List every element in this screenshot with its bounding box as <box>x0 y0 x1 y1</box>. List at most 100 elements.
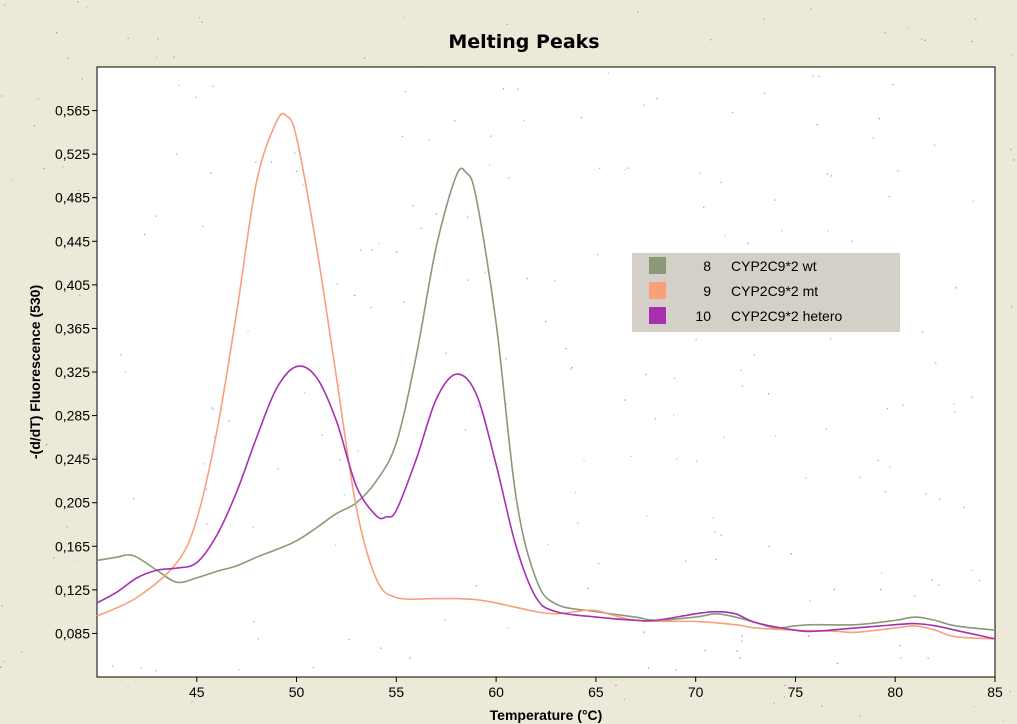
speckle-dot <box>747 242 749 244</box>
speckle-dot <box>673 377 676 379</box>
speckle-dot <box>884 491 887 493</box>
speckle-dot <box>598 562 600 565</box>
speckle-dot <box>712 517 714 519</box>
x-tick-label: 75 <box>788 684 804 700</box>
speckle-dot <box>878 118 880 120</box>
speckle-dot <box>695 338 697 341</box>
speckle-dot <box>302 184 304 186</box>
speckle-dot <box>178 84 180 86</box>
speckle-dot <box>902 404 904 406</box>
speckle-dot <box>489 164 491 166</box>
speckle-dot <box>238 669 240 671</box>
legend: 8 CYP2C9*2 wt 9 CYP2C9*2 mt 10 CYP2C9*2 heter… <box>632 253 900 332</box>
speckle-dot <box>155 215 157 217</box>
speckle-dot <box>900 657 902 659</box>
speckle-dot <box>685 560 687 562</box>
speckle-dot <box>127 686 129 689</box>
speckle-dot <box>55 32 58 34</box>
speckle-dot <box>354 294 356 296</box>
speckle-dot <box>927 657 929 659</box>
speckle-dot <box>205 488 207 490</box>
speckle-dot <box>201 21 203 23</box>
speckle-dot <box>571 366 573 369</box>
speckle-dot <box>955 287 957 289</box>
legend-swatch <box>649 307 666 324</box>
speckle-dot <box>784 684 786 686</box>
speckle-dot <box>78 189 80 191</box>
legend-swatch <box>649 257 666 274</box>
x-tick-label: 60 <box>488 684 504 700</box>
speckle-dot <box>623 698 626 701</box>
speckle-dot <box>203 463 205 465</box>
speckle-dot <box>615 684 617 686</box>
speckle-dot <box>360 249 362 251</box>
speckle-dot <box>210 172 212 174</box>
x-tick-label: 85 <box>987 684 1003 700</box>
speckle-dot <box>79 294 81 296</box>
speckle-dot <box>953 403 955 405</box>
speckle-dot <box>763 92 766 94</box>
speckle-dot <box>475 585 478 587</box>
speckle-dot <box>783 696 785 698</box>
speckle-dot <box>656 98 658 100</box>
speckle-dot <box>921 331 924 333</box>
speckle-dot <box>574 491 577 494</box>
y-tick-label: 0,325 <box>55 364 90 380</box>
speckle-dot <box>0 666 2 668</box>
speckle-dot <box>1009 690 1011 693</box>
speckle-dot <box>580 116 583 119</box>
speckle-dot <box>908 26 910 29</box>
y-tick-label: 0,405 <box>55 277 90 293</box>
speckle-dot <box>435 213 438 215</box>
speckle-dot <box>816 123 818 126</box>
speckle-dot <box>881 572 883 574</box>
speckle-dot <box>380 647 382 649</box>
speckle-dot <box>1010 148 1012 151</box>
speckle-dot <box>4 4 6 6</box>
speckle-dot <box>294 152 296 154</box>
speckle-dot <box>637 617 640 620</box>
speckle-dot <box>920 38 923 40</box>
speckle-dot <box>963 506 965 508</box>
y-tick-label: 0,565 <box>55 103 90 119</box>
speckle-dot <box>627 167 629 169</box>
speckle-dot <box>899 644 901 647</box>
speckle-dot <box>173 56 175 58</box>
speckle-dot <box>763 18 765 21</box>
speckle-dot <box>53 557 55 559</box>
legend-box <box>632 253 900 332</box>
speckle-dot <box>303 392 306 394</box>
speckle-dot <box>703 206 705 208</box>
series-layer <box>96 112 996 640</box>
speckle-dot <box>505 403 508 405</box>
speckle-dot <box>851 240 853 242</box>
speckle-dot <box>348 639 350 641</box>
speckle-dot <box>740 369 742 372</box>
x-axis-label: Temperature (°C) <box>490 707 603 723</box>
speckle-dot <box>464 429 467 431</box>
speckle-dot <box>892 83 894 86</box>
speckle-dot <box>886 407 889 410</box>
speckle-dot <box>77 1 79 3</box>
speckle-dot <box>720 534 722 536</box>
speckle-dot <box>741 635 743 637</box>
speckle-dot <box>420 227 422 229</box>
speckle-dot <box>880 588 882 591</box>
speckle-dot <box>62 166 64 168</box>
speckle-dot <box>454 120 456 122</box>
speckle-dot <box>810 8 812 10</box>
speckle-dot <box>228 420 230 422</box>
speckle-dot <box>736 650 738 652</box>
speckle-dot <box>975 18 977 20</box>
speckle-dot <box>971 396 973 398</box>
speckle-dot <box>971 569 973 572</box>
speckle-dot <box>66 526 68 528</box>
speckle-dot <box>444 619 446 621</box>
speckle-dot <box>924 39 926 41</box>
speckle-dot <box>812 75 814 77</box>
speckle-dot <box>753 354 755 356</box>
speckle-dot <box>202 225 204 227</box>
y-tick-label: 0,365 <box>55 320 90 336</box>
speckle-dot <box>270 161 273 163</box>
